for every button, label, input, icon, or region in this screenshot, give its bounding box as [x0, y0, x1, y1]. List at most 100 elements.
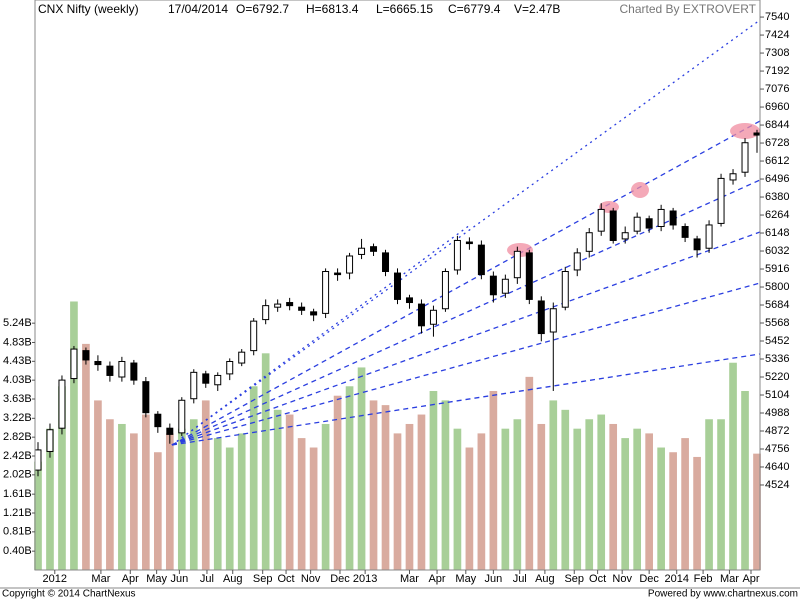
- y-tick-label: 5220: [765, 371, 789, 383]
- volume-bar: [681, 438, 689, 570]
- credit: Charted By EXTROVERT: [620, 2, 757, 16]
- y2-tick-label: 4.43B: [3, 355, 32, 367]
- volume-bar: [669, 452, 677, 570]
- chart-title: CNX Nifty (weekly): [38, 2, 139, 16]
- volume-bar: [297, 438, 306, 570]
- candle-body: [46, 429, 54, 452]
- candle-body: [549, 308, 557, 333]
- y-tick-label: 4872: [765, 425, 789, 437]
- y-tick-label: 7424: [765, 29, 789, 41]
- candle-body: [417, 303, 425, 327]
- candle-body: [334, 272, 342, 276]
- quote: H=6813.4: [306, 2, 359, 16]
- y-tick-label: 7192: [765, 65, 789, 77]
- candle-body: [573, 252, 581, 271]
- volume-bar: [633, 428, 642, 570]
- volume-bar: [237, 433, 246, 570]
- candle-body: [537, 300, 545, 335]
- candle-body: [429, 309, 437, 325]
- volume-bar: [106, 419, 114, 570]
- x-tick-label: Apr: [122, 573, 139, 585]
- x-tick-label: Sep: [564, 573, 584, 585]
- volume-bar: [369, 400, 378, 570]
- y2-tick-label: 5.24B: [3, 317, 32, 329]
- x-tick-label: Nov: [612, 573, 632, 585]
- candle-body: [621, 232, 629, 240]
- candle-body: [214, 374, 222, 386]
- powered-by: Powered by www.chartnexus.com: [648, 589, 798, 600]
- volume-bar: [70, 301, 78, 570]
- candle-body: [322, 271, 330, 314]
- candle-body: [94, 360, 102, 366]
- y-tick-label: 4988: [765, 407, 789, 419]
- candle-body: [477, 244, 485, 276]
- x-tick-label: Dec: [639, 573, 659, 585]
- candle-body: [202, 373, 210, 384]
- candle-body: [358, 247, 366, 255]
- candle-body: [370, 246, 378, 252]
- y-tick-label: 6148: [765, 227, 789, 239]
- y2-tick-label: 2.42B: [3, 450, 32, 462]
- volume-bar: [441, 400, 450, 570]
- volume-bar: [153, 452, 162, 570]
- y2-tick-label: 4.83B: [3, 336, 32, 348]
- candle-body: [226, 360, 234, 375]
- y-tick-label: 5336: [765, 353, 789, 365]
- volume-bar: [537, 423, 546, 570]
- x-tick-label: Feb: [694, 573, 713, 585]
- highlight: [631, 182, 649, 198]
- candle-body: [58, 379, 66, 429]
- volume-bar: [693, 456, 701, 570]
- candle-body: [585, 232, 593, 252]
- candle-body: [286, 302, 294, 307]
- candle-body: [405, 297, 413, 304]
- volume-bar: [213, 438, 222, 570]
- x-tick-label: Nov: [301, 573, 321, 585]
- candle-body: [693, 238, 701, 251]
- volume-bar: [345, 386, 354, 570]
- volume-bar: [46, 428, 54, 570]
- volume-bar: [321, 423, 330, 570]
- candle-body: [310, 311, 318, 316]
- y2-tick-label: 1.21B: [3, 507, 32, 519]
- volume-bar: [273, 409, 282, 570]
- y-tick-label: 4640: [765, 461, 789, 473]
- volume-bar: [118, 423, 126, 570]
- volume-bar: [225, 447, 234, 570]
- y-tick-label: 7540: [765, 11, 789, 23]
- volume-bar: [94, 400, 102, 570]
- x-tick-label: Sep: [253, 573, 273, 585]
- candle-body: [669, 210, 677, 226]
- copyright: Copyright © 2014 ChartNexus: [2, 589, 136, 600]
- volume-bar: [609, 423, 618, 570]
- candle-body: [645, 218, 653, 229]
- volume-bar: [417, 414, 426, 570]
- volume-bar: [309, 447, 318, 570]
- volume-bar: [657, 447, 665, 570]
- x-tick-label: Dec: [330, 573, 350, 585]
- candle-body: [178, 399, 186, 434]
- candle-body: [142, 381, 150, 414]
- volume-bar: [357, 367, 366, 570]
- volume-bar: [142, 414, 150, 570]
- x-tick-label: Jun: [171, 573, 189, 585]
- volume-bar: [393, 433, 402, 570]
- volume-bar: [165, 433, 174, 570]
- volume-bar: [501, 428, 510, 570]
- volume-bar: [333, 395, 342, 570]
- candle-body: [489, 275, 497, 296]
- x-tick-label: Apr: [742, 573, 759, 585]
- x-tick-label: Oct: [589, 573, 606, 585]
- volume-bar: [513, 419, 522, 570]
- volume-bar: [429, 390, 438, 570]
- volume-bar: [405, 423, 414, 570]
- candle-body: [298, 306, 306, 311]
- quote: L=6665.15: [376, 2, 433, 16]
- quote: O=6792.7: [236, 2, 289, 16]
- volume-bar: [597, 414, 606, 570]
- volume-bar: [130, 433, 138, 570]
- volume-bar: [201, 400, 210, 570]
- y-tick-label: 6728: [765, 137, 789, 149]
- volume-bar: [573, 428, 582, 570]
- volume-bar: [525, 376, 534, 570]
